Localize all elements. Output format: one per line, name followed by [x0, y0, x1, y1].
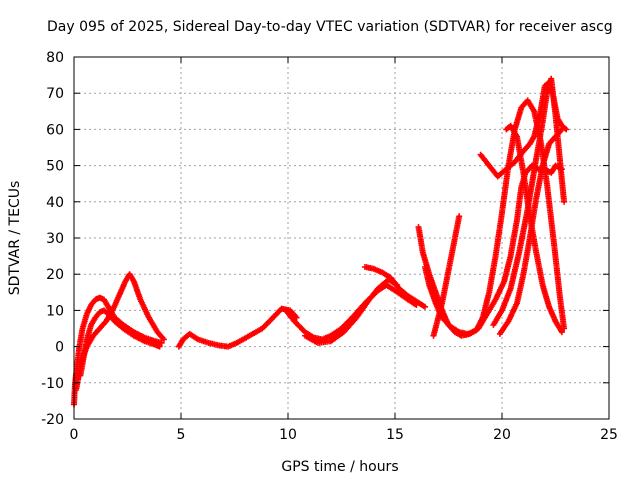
- series-arc-g: [362, 264, 428, 310]
- series-arc-f: [302, 276, 401, 346]
- x-tick-label: 15: [386, 427, 404, 443]
- x-tick-label: 0: [70, 427, 79, 443]
- x-tick-label: 10: [279, 427, 297, 443]
- series-arc-m: [490, 75, 568, 328]
- y-tick-label: 10: [46, 303, 64, 319]
- series-arc-d: [175, 305, 300, 350]
- x-tick-label: 5: [177, 427, 186, 443]
- y-tick-label: 20: [46, 267, 64, 283]
- x-axis-label: GPS time / hours: [281, 459, 398, 475]
- chart-title: Day 095 of 2025, Sidereal Day-to-day VTE…: [47, 19, 613, 35]
- y-tick-label: -20: [41, 412, 64, 428]
- series-arc-j: [430, 213, 463, 339]
- series-arc-c: [73, 271, 167, 393]
- y-tick-label: 0: [55, 340, 64, 356]
- data-points: [71, 75, 570, 408]
- x-tick-label: 25: [600, 427, 618, 443]
- y-tick-label: -10: [41, 376, 64, 392]
- x-tick-label: 20: [493, 427, 511, 443]
- y-tick-label: 70: [46, 86, 64, 102]
- y-axis-label: SDTVAR / TECUs: [7, 181, 23, 296]
- y-tick-label: 60: [46, 122, 64, 138]
- y-tick-label: 80: [46, 50, 64, 66]
- series-arc-l: [503, 122, 565, 336]
- y-tick-label: 30: [46, 231, 64, 247]
- y-tick-label: 40: [46, 195, 64, 211]
- series-arc-n: [496, 126, 565, 337]
- axis-ticks: 0 5 10 15 20 25 -20 -10 0 10 20 30 40 50 60 70 80: [41, 50, 618, 443]
- y-tick-label: 50: [46, 159, 64, 175]
